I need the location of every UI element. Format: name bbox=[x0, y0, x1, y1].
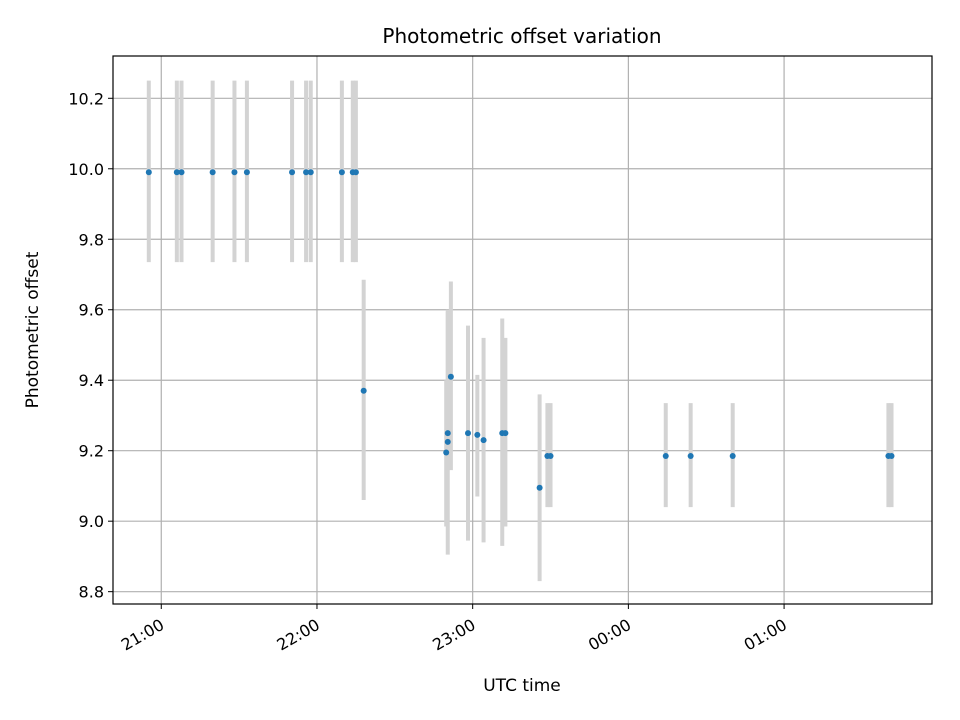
data-point bbox=[465, 430, 472, 437]
data-point bbox=[145, 169, 152, 176]
data-point bbox=[209, 169, 216, 176]
data-point bbox=[502, 430, 509, 437]
data-point bbox=[447, 373, 454, 380]
y-tick-label: 9.2 bbox=[79, 442, 104, 461]
data-point bbox=[687, 452, 694, 459]
data-point bbox=[360, 387, 367, 394]
data-point bbox=[231, 169, 238, 176]
data-point bbox=[352, 169, 359, 176]
chart-title: Photometric offset variation bbox=[382, 24, 661, 48]
grid bbox=[113, 56, 932, 604]
y-axis-label: Photometric offset bbox=[23, 251, 43, 408]
data-point bbox=[474, 431, 481, 438]
y-tick-label: 10.2 bbox=[68, 89, 104, 108]
data-point bbox=[444, 430, 451, 437]
y-tick-label: 9.0 bbox=[79, 512, 104, 531]
y-tick-label: 9.6 bbox=[79, 301, 104, 320]
data-points bbox=[145, 169, 895, 491]
data-point bbox=[243, 169, 250, 176]
y-tick-label: 10.0 bbox=[68, 160, 104, 179]
y-tick-label: 9.8 bbox=[79, 230, 104, 249]
data-point bbox=[443, 449, 450, 456]
data-point bbox=[480, 437, 487, 444]
data-point bbox=[547, 452, 554, 459]
data-point bbox=[173, 169, 180, 176]
data-point bbox=[178, 169, 185, 176]
data-point bbox=[888, 452, 895, 459]
data-point bbox=[307, 169, 314, 176]
y-axis-ticks: 8.8 9.0 9.2 9.4 9.6 9.8 10.0 10.2 bbox=[68, 89, 113, 602]
y-tick-label: 8.8 bbox=[79, 583, 104, 602]
data-point bbox=[536, 484, 543, 491]
x-axis-label: UTC time bbox=[483, 676, 561, 696]
plot-frame bbox=[112, 55, 933, 605]
data-point bbox=[444, 438, 451, 445]
y-tick-label: 9.4 bbox=[79, 371, 104, 390]
data-point bbox=[289, 169, 296, 176]
data-point bbox=[729, 452, 736, 459]
data-point bbox=[338, 169, 345, 176]
data-point bbox=[662, 452, 669, 459]
data-point bbox=[303, 169, 310, 176]
